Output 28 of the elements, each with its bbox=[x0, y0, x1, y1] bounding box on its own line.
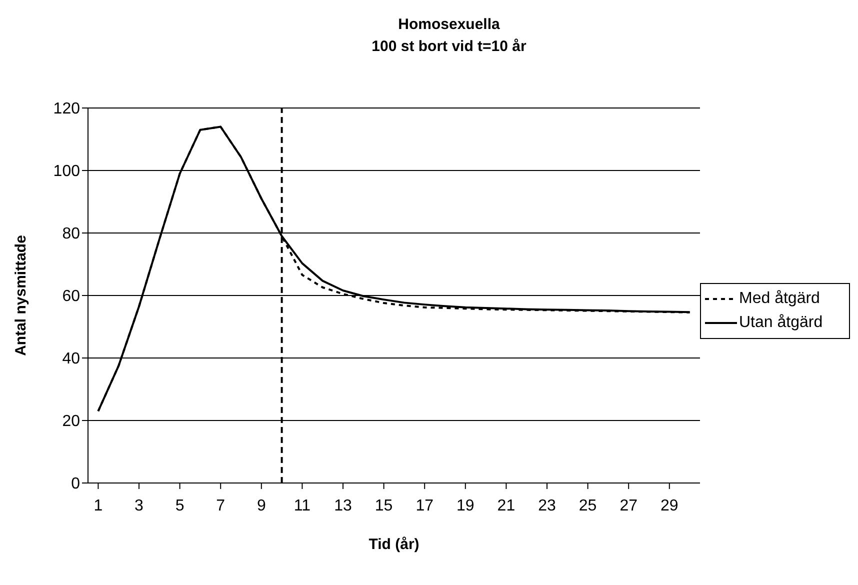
x-tick-label: 17 bbox=[416, 497, 434, 514]
legend-label: Utan åtgärd bbox=[739, 312, 823, 332]
chart-title: Homosexuella bbox=[397, 15, 501, 35]
chart-subtitle: 100 st bort vid t=10 år bbox=[370, 37, 528, 57]
x-tick-label: 19 bbox=[456, 497, 474, 514]
x-axis-title: Tid (år) bbox=[368, 536, 420, 553]
y-tick-label: 0 bbox=[71, 476, 80, 493]
x-tick-label: 29 bbox=[660, 497, 678, 514]
legend-label: Med åtgärd bbox=[739, 288, 820, 308]
x-tick-label: 3 bbox=[134, 497, 144, 514]
x-tick-label: 7 bbox=[216, 497, 226, 514]
x-tick-label: 9 bbox=[256, 497, 266, 514]
x-tick-label: 5 bbox=[175, 497, 184, 514]
x-tick-label: 27 bbox=[620, 497, 638, 514]
y-tick-label: 120 bbox=[53, 100, 80, 118]
y-axis-title: Antal nysmittade bbox=[12, 235, 30, 356]
x-tick-label: 15 bbox=[374, 497, 393, 514]
y-tick-label: 20 bbox=[62, 413, 80, 430]
x-tick-label: 23 bbox=[538, 497, 556, 514]
y-tick-label: 40 bbox=[62, 350, 80, 368]
y-tick-label: 80 bbox=[62, 226, 80, 243]
y-tick-label: 100 bbox=[53, 163, 80, 180]
x-tick-label: 1 bbox=[94, 497, 103, 514]
x-tick-label: 25 bbox=[578, 497, 597, 514]
x-tick-label: 21 bbox=[497, 497, 516, 514]
x-tick-label: 13 bbox=[334, 497, 352, 514]
x-tick-label: 11 bbox=[294, 497, 311, 514]
y-tick-label: 60 bbox=[62, 288, 80, 306]
